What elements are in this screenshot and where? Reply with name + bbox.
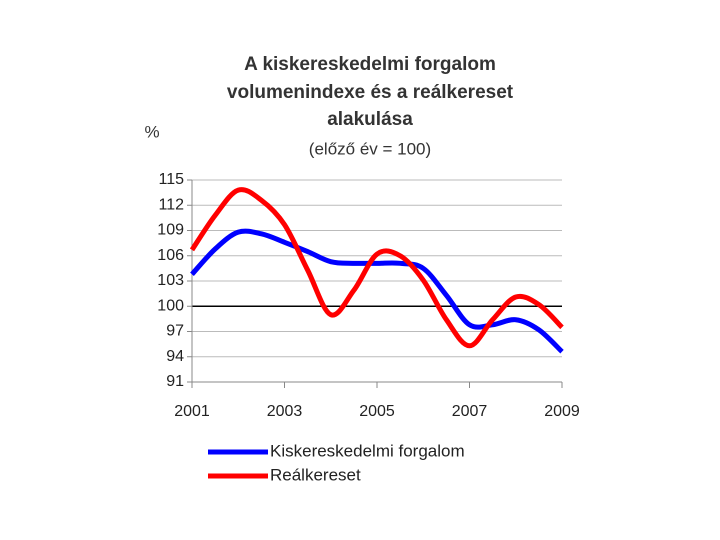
chart-title: volumenindexe és a reálkereset: [227, 82, 514, 103]
series-line: [189, 187, 564, 349]
y-tick-label: 109: [157, 222, 184, 239]
y-tick-label: 91: [166, 373, 184, 390]
y-tick-label: 103: [157, 272, 184, 289]
legend-label: Reálkereset: [270, 465, 361, 484]
chart-title: alakulása: [327, 109, 413, 130]
y-tick-label: 97: [166, 323, 184, 340]
series-line: [190, 228, 564, 354]
chart-title: A kiskereskedelmi forgalom: [244, 54, 496, 75]
x-tick-label: 2009: [544, 403, 580, 420]
y-tick-label: 94: [166, 348, 184, 365]
x-tick-label: 2005: [359, 403, 395, 420]
legend-label: Kiskereskedelmi forgalom: [270, 441, 465, 460]
x-tick-label: 2003: [267, 403, 303, 420]
x-tick-label: 2007: [452, 403, 488, 420]
chart-subtitle: (előző év = 100): [309, 139, 431, 158]
y-tick-label: 112: [158, 196, 184, 213]
y-tick-label: 106: [157, 247, 184, 264]
y-axis-label: %: [144, 122, 159, 141]
y-tick-label: 100: [157, 297, 184, 314]
x-tick-label: 2001: [174, 403, 210, 420]
y-tick-label: 115: [158, 171, 184, 188]
